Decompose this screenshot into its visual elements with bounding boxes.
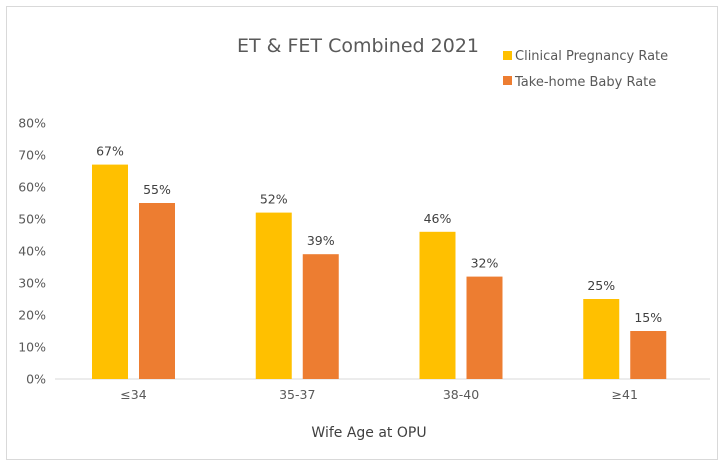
legend: Clinical Pregnancy Rate Take-home Baby R… (503, 49, 668, 90)
data-label: 39% (307, 233, 335, 248)
bar-clinical-pregnancy (92, 164, 128, 379)
y-tick-label: 40% (18, 244, 46, 259)
y-axis-ticks: 0% 10% 20% 30% 40% 50% 60% 70% 80% (18, 116, 46, 387)
y-tick-label: 30% (18, 276, 46, 291)
x-tick-label: 38-40 (443, 387, 479, 402)
data-label: 46% (424, 211, 452, 226)
data-label: 25% (587, 278, 615, 293)
x-axis-title: Wife Age at OPU (311, 425, 426, 441)
bar-clinical-pregnancy (583, 299, 620, 379)
y-tick-label: 70% (18, 148, 46, 163)
chart-title: ET & FET Combined 2021 (237, 35, 479, 57)
legend-swatch-take-home-baby (503, 76, 512, 85)
data-label: 55% (143, 182, 171, 197)
x-tick-label: ≤34 (120, 387, 146, 402)
bars (92, 164, 667, 379)
y-tick-label: 0% (26, 372, 46, 387)
legend-label-take-home-baby: Take-home Baby Rate (514, 75, 656, 90)
y-tick-label: 60% (18, 180, 46, 195)
bar-take-home-baby (139, 203, 175, 379)
bar-clinical-pregnancy (255, 212, 292, 379)
x-tick-label: ≥41 (612, 387, 638, 402)
bar-take-home-baby (630, 331, 667, 379)
data-label: 52% (260, 192, 288, 207)
legend-label-clinical-pregnancy: Clinical Pregnancy Rate (515, 49, 668, 64)
data-label: 15% (634, 310, 662, 325)
y-tick-label: 50% (18, 212, 46, 227)
bar-take-home-baby (302, 254, 339, 379)
y-tick-label: 80% (18, 116, 46, 131)
legend-swatch-clinical-pregnancy (503, 51, 512, 60)
y-tick-label: 20% (18, 308, 46, 323)
bar-take-home-baby (466, 276, 503, 379)
y-tick-label: 10% (18, 340, 46, 355)
x-axis-ticks: ≤34 35-37 38-40 ≥41 (120, 387, 638, 402)
data-label: 67% (96, 144, 124, 159)
data-labels: 67% 55% 52% 39% 46% 32% 25% 15% (96, 144, 662, 325)
bar-clinical-pregnancy (419, 231, 456, 379)
data-label: 32% (471, 256, 499, 271)
x-tick-label: 35-37 (279, 387, 315, 402)
